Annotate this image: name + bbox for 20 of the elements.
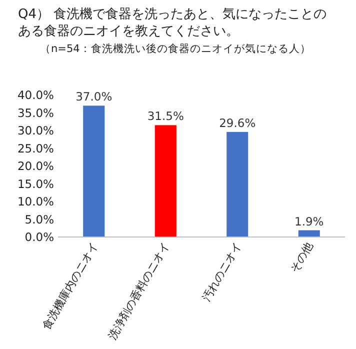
bar: [83, 106, 105, 237]
y-tick-label: 25.0%: [17, 141, 54, 156]
y-tick-label: 40.0%: [17, 88, 54, 102]
chart-title: Q4） 食洗機で食器を洗ったあと、気になったことのある食器のニオイを教えてください。: [18, 6, 328, 40]
y-tick-label: 15.0%: [17, 176, 54, 191]
bar: [154, 125, 176, 237]
data-label: 37.0%: [76, 90, 112, 104]
bar: [226, 132, 248, 237]
y-tick-label: 5.0%: [24, 212, 54, 226]
chart-subtitle: （n=54：食洗機洗い後の食器のニオイが気になる人）: [40, 42, 312, 56]
y-tick-label: 20.0%: [17, 159, 54, 173]
data-label: 31.5%: [147, 109, 184, 124]
data-label: 29.6%: [219, 116, 256, 130]
y-tick-label: 35.0%: [17, 106, 54, 120]
x-tick-label: 洗浄剤の香料のニオイ: [106, 240, 172, 342]
x-tick-label: 汚れのニオイ: [200, 240, 244, 304]
x-tick-label: その他: [288, 240, 316, 276]
data-label: 1.9%: [294, 214, 324, 228]
y-tick-label: 30.0%: [17, 124, 54, 138]
y-tick-label: 10.0%: [17, 194, 54, 208]
